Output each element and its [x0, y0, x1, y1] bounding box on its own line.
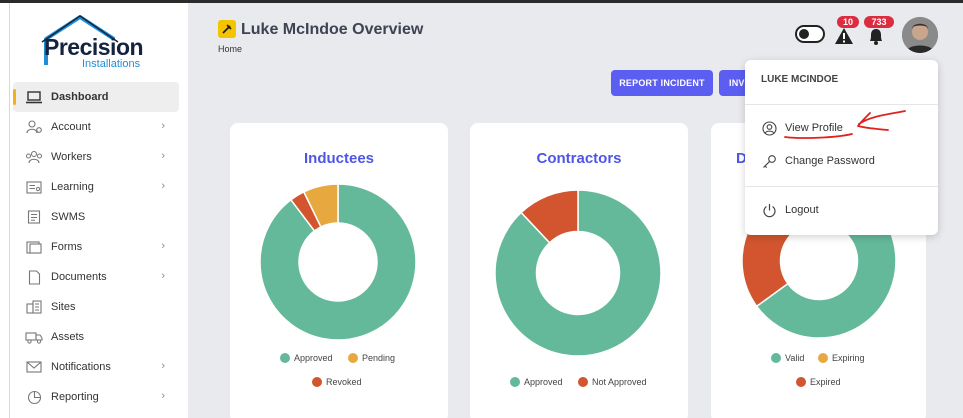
dropdown-user-name: LUKE MCINDOE: [761, 74, 839, 85]
building-icon: [25, 300, 43, 314]
window-top-border: [0, 0, 963, 3]
donut-slice-approved[interactable]: [259, 183, 417, 341]
view-profile-label: View Profile: [785, 122, 843, 134]
legend-item: Not Approved: [578, 377, 647, 387]
sidebar-item-label: Workers: [51, 151, 92, 163]
sidebar-item-documents[interactable]: Documents ›: [13, 262, 179, 292]
notification-count-badge: 733: [864, 16, 894, 28]
breadcrumb[interactable]: Home: [218, 44, 243, 54]
sidebar-item-forms[interactable]: Forms ›: [13, 232, 179, 262]
divider: [745, 186, 938, 187]
logout-menu-item[interactable]: Logout: [761, 202, 819, 218]
sidebar-item-label: Forms: [51, 241, 83, 253]
card-title: Contractors: [536, 150, 622, 167]
change-password-menu-item[interactable]: Change Password: [761, 153, 875, 169]
plug-icon: [218, 20, 236, 38]
change-password-label: Change Password: [785, 155, 875, 167]
legend-item: Expiring: [818, 353, 865, 363]
legend-item: Expired: [796, 377, 841, 387]
power-icon: [761, 202, 777, 218]
bell-icon: [870, 29, 882, 45]
sidebar-item-sites[interactable]: Sites: [13, 292, 179, 322]
avatar[interactable]: [902, 17, 938, 53]
sidebar-item-notifications[interactable]: Notifications ›: [13, 352, 179, 382]
sidebar-item-label: Documents: [51, 271, 107, 283]
sidebar-item-label: Learning: [51, 181, 94, 193]
page-title: Luke McIndoe Overview: [241, 21, 424, 38]
sidebar-item-label: Notifications: [51, 361, 111, 373]
report-incident-button[interactable]: REPORT INCIDENT: [611, 70, 713, 96]
donut-slice-not-approved[interactable]: [520, 189, 579, 244]
card-title: D: [736, 150, 747, 167]
envelope-icon: [25, 360, 43, 374]
logout-label: Logout: [785, 204, 819, 216]
sidebar-item-label: Reporting: [51, 391, 99, 403]
profile-dropdown-menu: LUKE MCINDOE View Profile Change Passwor…: [745, 60, 938, 235]
certificate-icon: [25, 180, 43, 194]
sidebar-item-label: Assets: [51, 331, 85, 343]
team-icon: [25, 150, 43, 164]
pie-chart-icon: [25, 390, 43, 404]
inductees-card: Inductees Approved Pending Revoked: [230, 123, 448, 418]
legend-item: Valid: [771, 353, 804, 363]
logo[interactable]: [38, 15, 168, 75]
warning-icon: [835, 28, 853, 44]
alerts-button[interactable]: [834, 27, 854, 45]
sidebar-item-reporting[interactable]: Reporting ›: [13, 382, 179, 412]
notifications-button[interactable]: [866, 26, 886, 46]
logo-subtitle: Installations: [82, 58, 141, 70]
key-icon: [761, 153, 777, 169]
chevron-right-icon: ›: [161, 180, 165, 192]
contractors-donut-chart: [494, 189, 662, 357]
sidebar-item-label: Sites: [51, 301, 76, 313]
left-window-edge: [0, 3, 10, 418]
folder-icon: [25, 240, 43, 254]
sidebar-item-assets[interactable]: Assets: [13, 322, 179, 352]
sidebar-nav: Dashboard Account › Workers › Learning ›: [13, 82, 179, 412]
theme-toggle[interactable]: [795, 25, 825, 43]
divider: [745, 104, 938, 105]
chevron-right-icon: ›: [161, 150, 165, 162]
truck-icon: [25, 330, 43, 344]
house-logo-icon: [41, 15, 119, 65]
sidebar-item-learning[interactable]: Learning ›: [13, 172, 179, 202]
card-title: Inductees: [303, 150, 375, 167]
document-icon: [25, 210, 43, 224]
chevron-right-icon: ›: [161, 270, 165, 282]
inductees-donut-chart: [259, 183, 417, 341]
legend-item: Approved: [280, 353, 333, 363]
view-profile-menu-item[interactable]: View Profile: [761, 120, 843, 136]
contractors-card: Contractors Approved Not Approved: [470, 123, 688, 418]
sidebar-item-label: Account: [51, 121, 91, 133]
donut-slice-approved[interactable]: [494, 189, 662, 357]
logo-wordmark: Precision: [44, 34, 144, 60]
sidebar: Precision Installations Dashboard Accoun…: [10, 3, 188, 418]
alert-count-badge: 10: [837, 16, 859, 28]
sidebar-item-label: SWMS: [51, 211, 86, 223]
donut-slice-pending[interactable]: [302, 183, 339, 228]
file-icon: [25, 269, 43, 285]
sidebar-item-workers[interactable]: Workers ›: [13, 142, 179, 172]
sidebar-item-label: Dashboard: [51, 91, 109, 103]
user-settings-icon: [25, 120, 43, 134]
laptop-icon: [25, 90, 43, 104]
legend-item: Revoked: [312, 377, 362, 387]
user-circle-icon: [761, 120, 777, 136]
chevron-right-icon: ›: [161, 390, 165, 402]
sidebar-item-account[interactable]: Account ›: [13, 112, 179, 142]
sidebar-item-dashboard[interactable]: Dashboard: [13, 82, 179, 112]
legend-item: Approved: [510, 377, 563, 387]
chevron-right-icon: ›: [161, 120, 165, 132]
sidebar-item-swms[interactable]: SWMS: [13, 202, 179, 232]
legend-item: Pending: [348, 353, 395, 363]
chevron-right-icon: ›: [161, 360, 165, 372]
chevron-right-icon: ›: [161, 240, 165, 252]
